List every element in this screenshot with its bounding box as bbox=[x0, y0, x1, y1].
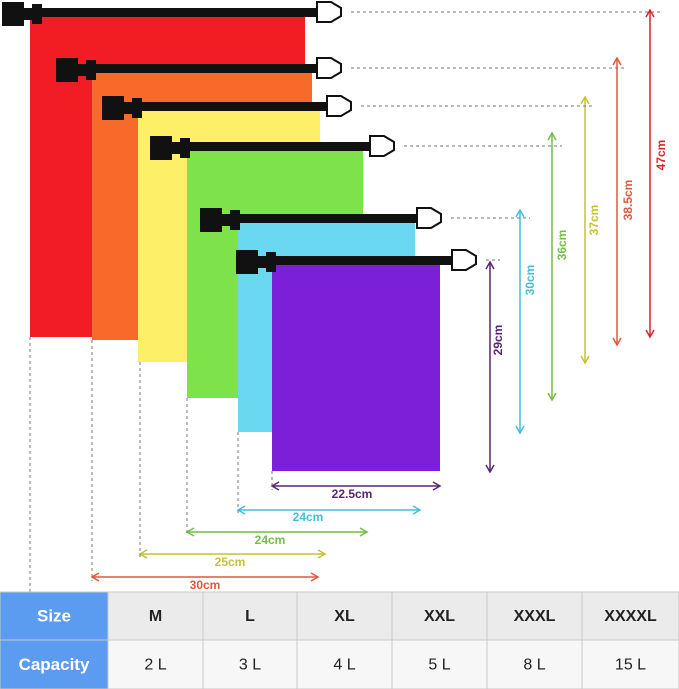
table-text: Capacity bbox=[19, 655, 90, 674]
height-label: 29cm bbox=[491, 325, 505, 356]
table-cell bbox=[391, 639, 488, 689]
table-cell bbox=[202, 591, 298, 641]
buckle bbox=[200, 208, 240, 232]
table-text: XXXL bbox=[514, 608, 556, 625]
bag bbox=[272, 264, 440, 471]
table-cell bbox=[486, 591, 583, 641]
buckle bbox=[369, 135, 395, 157]
arrow bbox=[515, 208, 525, 435]
height-label: 37cm bbox=[587, 205, 601, 236]
strap bbox=[170, 142, 378, 151]
height-label: 36cm bbox=[555, 230, 569, 261]
buckle bbox=[150, 136, 190, 160]
arrow bbox=[485, 260, 495, 474]
table-cell bbox=[581, 591, 679, 641]
table-text: XL bbox=[334, 608, 355, 625]
buckle bbox=[102, 96, 142, 120]
table-cell bbox=[296, 639, 393, 689]
height-label: 47cm bbox=[654, 140, 668, 171]
buckle bbox=[326, 95, 352, 117]
table-cell bbox=[391, 591, 488, 641]
table-text: 8 L bbox=[523, 657, 545, 674]
width-label: 24cm bbox=[293, 510, 324, 524]
table-text: XXL bbox=[424, 608, 455, 625]
buckle bbox=[416, 207, 442, 229]
buckle bbox=[316, 1, 342, 23]
strap bbox=[22, 8, 325, 17]
table-cell bbox=[581, 639, 679, 689]
arrow bbox=[580, 95, 590, 365]
table-cell bbox=[107, 639, 204, 689]
table-text: 2 L bbox=[144, 657, 166, 674]
buckle bbox=[2, 2, 42, 26]
width-label: 25cm bbox=[215, 555, 246, 569]
width-label: 30cm bbox=[190, 578, 221, 592]
height-label: 30cm bbox=[523, 265, 537, 296]
arrow bbox=[645, 8, 655, 339]
table-text: 4 L bbox=[333, 657, 355, 674]
strap bbox=[122, 102, 335, 111]
table-cell bbox=[296, 591, 393, 641]
table-cell bbox=[0, 591, 109, 641]
strap bbox=[76, 64, 325, 73]
height-label: 38.5cm bbox=[621, 180, 635, 221]
buckle bbox=[56, 58, 96, 82]
table-text: 15 L bbox=[615, 657, 646, 674]
table-text: L bbox=[245, 608, 255, 625]
table-text: 5 L bbox=[428, 657, 450, 674]
buckle bbox=[451, 249, 477, 271]
strap bbox=[220, 214, 425, 223]
buckle bbox=[316, 57, 342, 79]
strap bbox=[256, 256, 460, 265]
arrow bbox=[612, 56, 622, 347]
table-text: Size bbox=[37, 606, 71, 625]
arrow bbox=[547, 131, 557, 402]
table-text: XXXXL bbox=[604, 608, 657, 625]
spec-table: Size M L XL XXL XXXL XXXXL Capacity 2 L 3 L 4 L 5 L… bbox=[0, 591, 679, 689]
table-cell bbox=[202, 639, 298, 689]
buckle bbox=[236, 250, 276, 274]
table-cell bbox=[486, 639, 583, 689]
guides bbox=[29, 8, 660, 592]
table-text: M bbox=[149, 608, 162, 625]
table-cell bbox=[107, 591, 204, 641]
width-label: 22.5cm bbox=[332, 487, 373, 501]
table-text: 3 L bbox=[239, 657, 261, 674]
width-label: 24cm bbox=[255, 533, 286, 547]
bags bbox=[2, 1, 477, 471]
